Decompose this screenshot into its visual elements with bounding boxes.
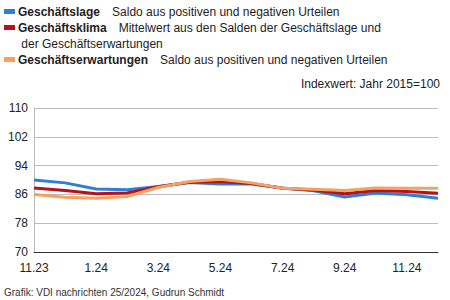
svg-text:86: 86 — [15, 187, 29, 201]
svg-text:Saldo aus positiven und negati: Saldo aus positiven und negativen Urteil… — [160, 53, 387, 67]
svg-text:110: 110 — [9, 101, 28, 115]
svg-text:94: 94 — [15, 159, 29, 173]
svg-text:Geschäftserwartungen: Geschäftserwartungen — [18, 53, 148, 67]
svg-text:70: 70 — [15, 245, 29, 259]
svg-text:11.24: 11.24 — [392, 261, 421, 275]
svg-text:78: 78 — [15, 216, 29, 230]
svg-text:9.24: 9.24 — [333, 261, 357, 275]
svg-text:Geschäftslage: Geschäftslage — [18, 5, 100, 19]
svg-text:Indexwert: Jahr 2015=100: Indexwert: Jahr 2015=100 — [301, 77, 440, 91]
svg-text:der Geschäftserwartungen: der Geschäftserwartungen — [18, 37, 163, 51]
svg-text:11.23: 11.23 — [19, 261, 48, 275]
svg-text:1.24: 1.24 — [84, 261, 108, 275]
svg-text:Mittelwert aus den Salden der: Mittelwert aus den Salden der Geschäftsl… — [119, 21, 381, 35]
svg-text:5.24: 5.24 — [209, 261, 233, 275]
svg-text:102: 102 — [8, 130, 28, 144]
svg-text:7.24: 7.24 — [271, 261, 295, 275]
svg-text:Saldo aus positiven und negati: Saldo aus positiven und negativen Urteil… — [112, 5, 339, 19]
svg-text:Grafik: VDI nachrichten 25/202: Grafik: VDI nachrichten 25/2024, Gudrun … — [4, 287, 224, 298]
svg-text:Geschäftsklima: Geschäftsklima — [18, 21, 107, 35]
svg-text:3.24: 3.24 — [147, 261, 171, 275]
